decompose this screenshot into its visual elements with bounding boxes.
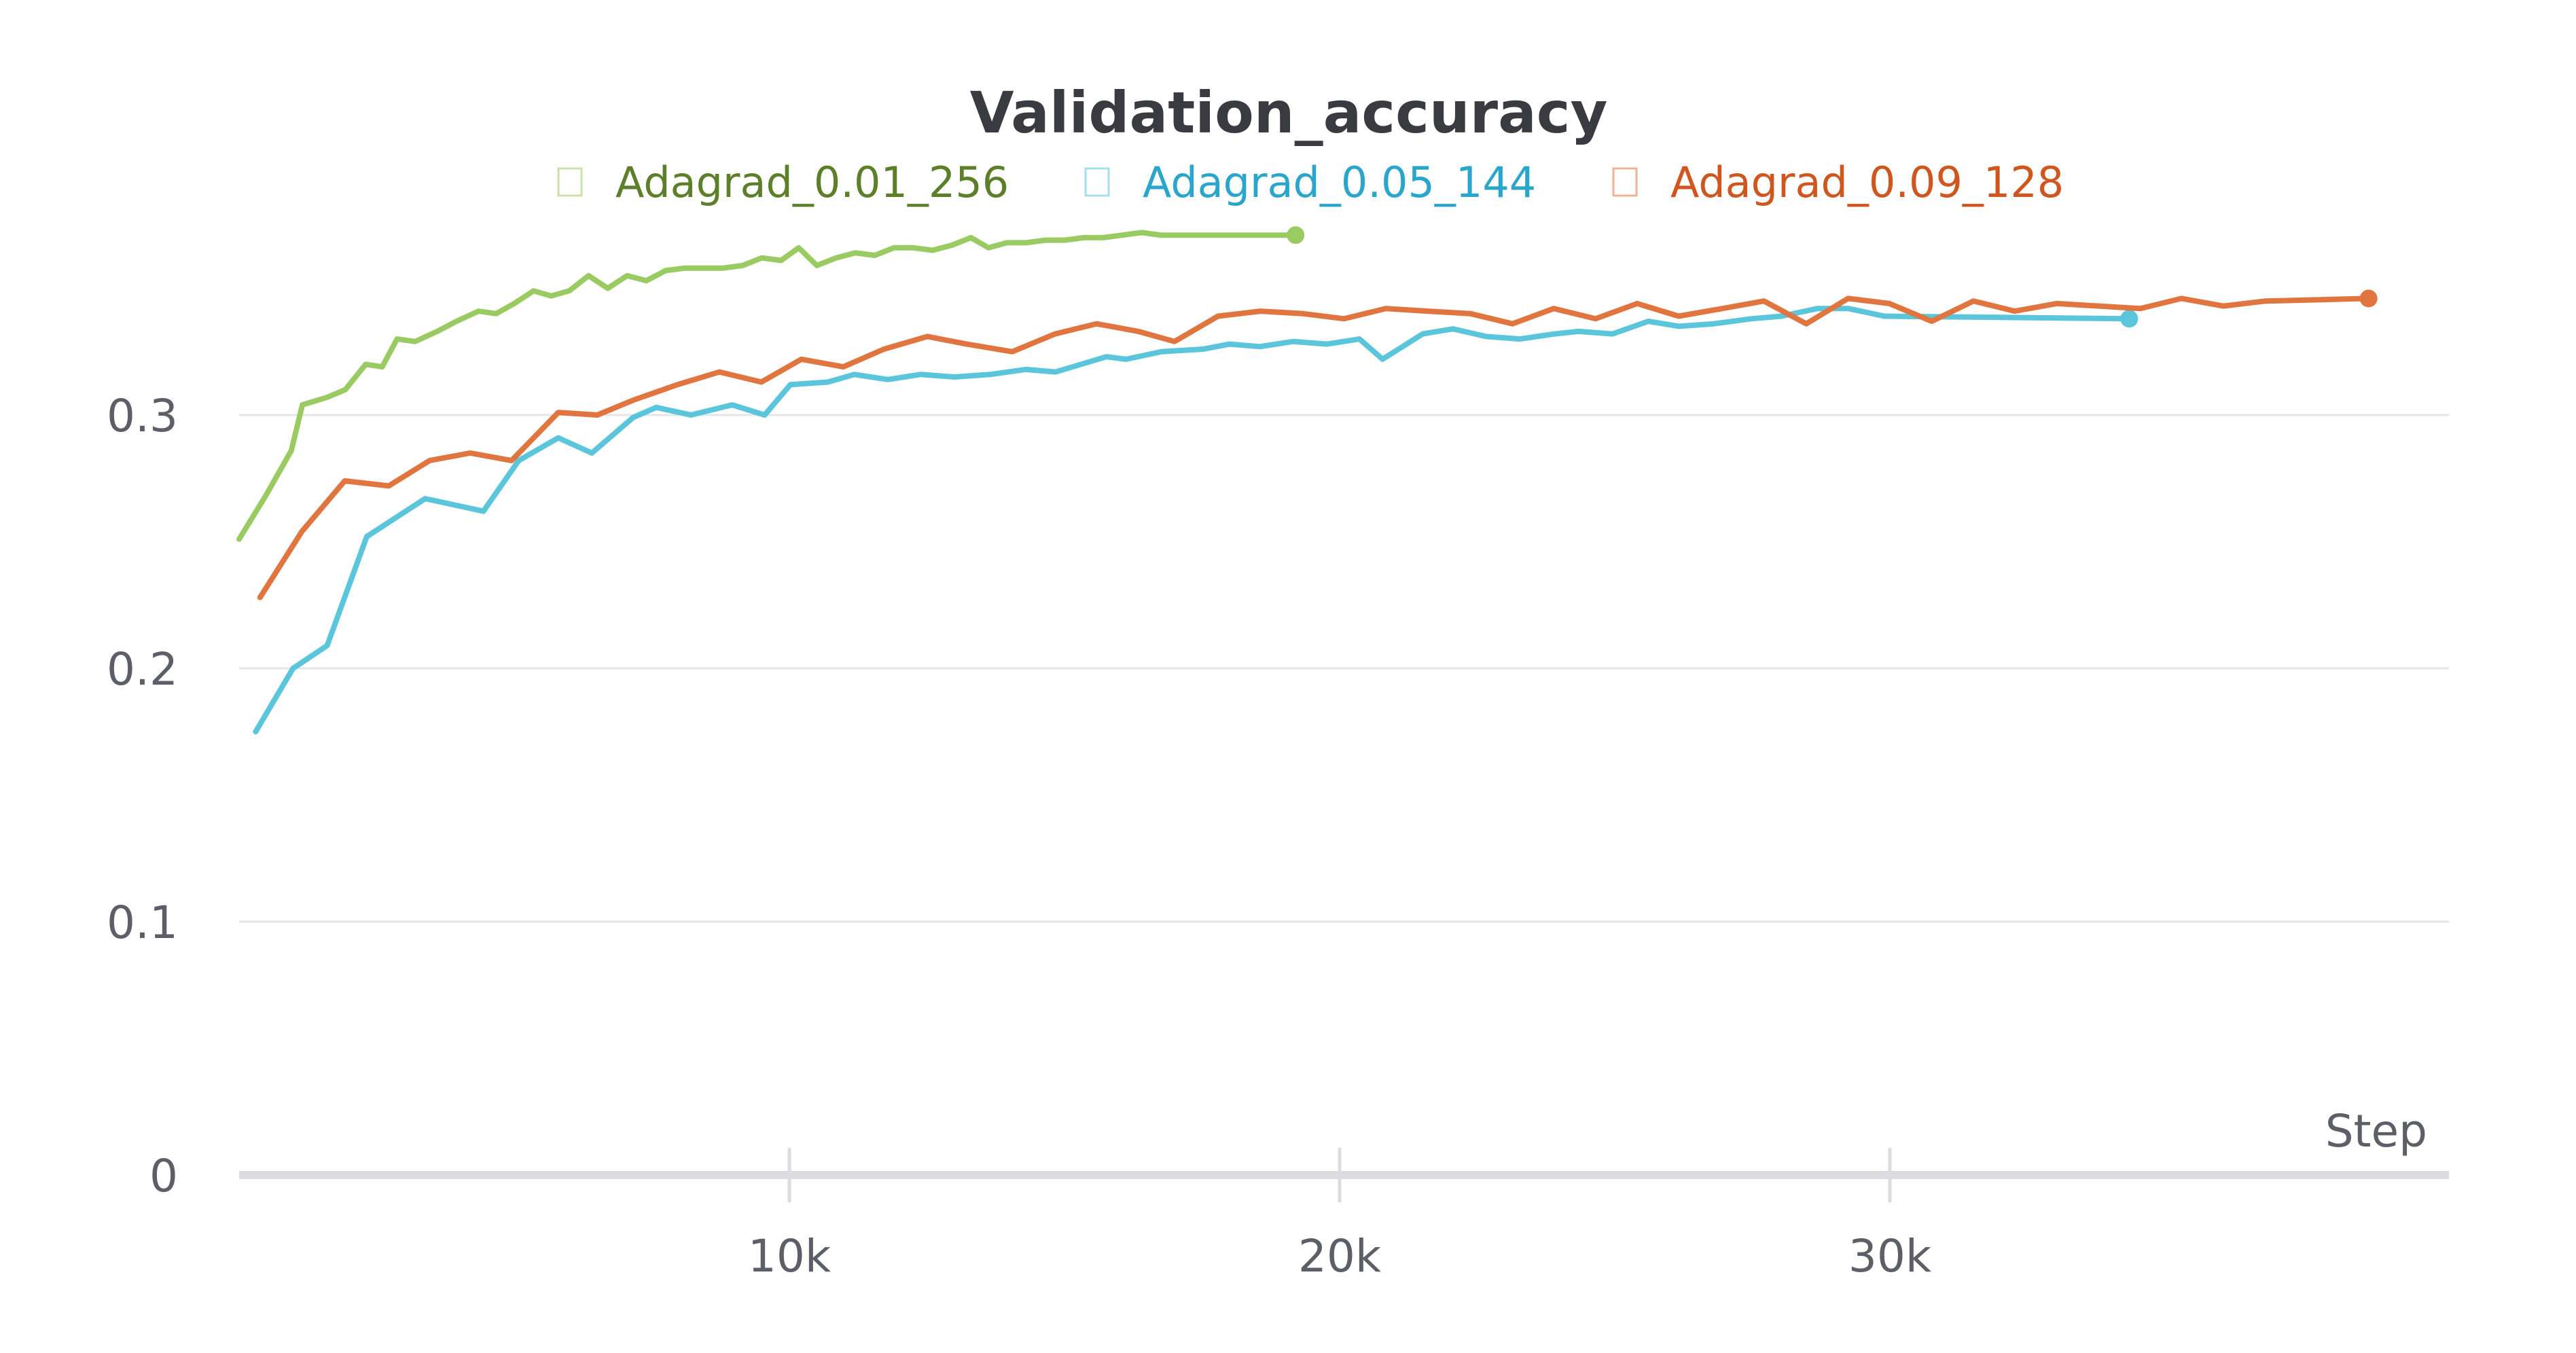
series-line-2[interactable] <box>257 295 2372 600</box>
legend-item-adagrad-0-09-128[interactable]: Adagrad_0.09_128 <box>1612 158 2064 207</box>
x-axis-label: Step <box>2325 1105 2427 1157</box>
x-tick-label: 20k <box>1298 1230 1382 1282</box>
y-tick-label: 0.2 <box>107 643 178 696</box>
legend-swatch-icon <box>1084 167 1110 197</box>
series-endpoint-0[interactable] <box>1287 226 1305 245</box>
y-tick-label: 0.1 <box>107 897 178 949</box>
x-axis: 10k 20k 30k <box>239 1148 2449 1282</box>
series-line-0[interactable] <box>236 230 1299 542</box>
chart-title: Validation_accuracy <box>970 79 1608 146</box>
x-tick-label: 30k <box>1848 1230 1932 1282</box>
legend-label: Adagrad_0.05_144 <box>1143 158 1536 207</box>
series-endpoint-2[interactable] <box>2359 289 2378 308</box>
series-lines <box>236 226 2378 735</box>
legend[interactable]: Adagrad_0.01_256 Adagrad_0.05_144 Adagra… <box>557 158 2064 207</box>
series-line-1[interactable] <box>253 306 2132 735</box>
series-endpoint-1[interactable] <box>2120 310 2139 328</box>
legend-item-adagrad-0-01-256[interactable]: Adagrad_0.01_256 <box>557 158 1009 207</box>
grid-lines <box>239 414 2449 923</box>
legend-swatch-icon <box>1612 167 1638 197</box>
x-tick-label: 10k <box>748 1230 831 1282</box>
legend-label: Adagrad_0.09_128 <box>1670 158 2064 207</box>
y-tick-label: 0.3 <box>107 390 178 442</box>
y-axis: 0 0.1 0.2 0.3 <box>107 390 178 1202</box>
y-tick-label: 0 <box>149 1150 178 1202</box>
legend-item-adagrad-0-05-144[interactable]: Adagrad_0.05_144 <box>1084 158 1536 207</box>
legend-swatch-icon <box>557 167 583 197</box>
legend-label: Adagrad_0.01_256 <box>615 158 1009 207</box>
